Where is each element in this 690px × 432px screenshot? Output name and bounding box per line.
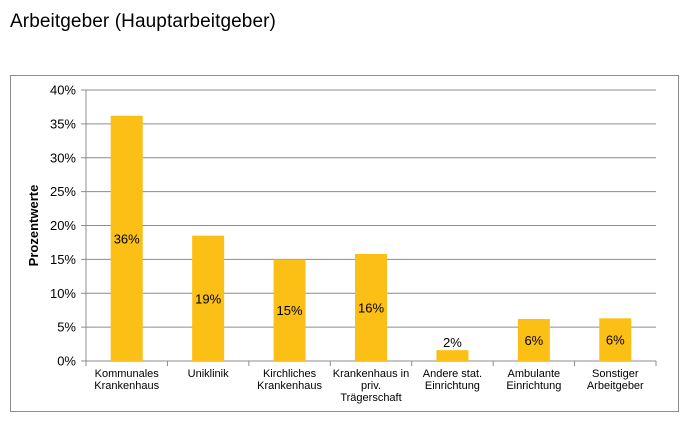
data-label: 6% — [606, 333, 625, 348]
y-tick-label: 25% — [50, 184, 76, 199]
y-tick-label: 0% — [57, 354, 76, 369]
y-tick-label: 5% — [57, 320, 76, 335]
y-axis-label: Prozentwerte — [26, 185, 41, 267]
bar — [355, 253, 387, 361]
y-tick-label: 10% — [50, 286, 76, 301]
x-tick-label: Ambulante Einrichtung — [506, 368, 561, 392]
x-tick-label: Kirchliches Krankenhaus — [257, 368, 322, 392]
bar — [599, 318, 632, 361]
data-label: 2% — [443, 335, 462, 350]
data-label: 16% — [358, 300, 384, 315]
data-label: 36% — [114, 231, 140, 246]
data-label: 19% — [195, 291, 221, 306]
y-tick-label: 35% — [50, 116, 76, 131]
y-tick-label: 40% — [50, 83, 76, 98]
x-tick-label: Krankenhaus in priv. Trägerschaft — [333, 368, 409, 404]
bar — [192, 235, 225, 361]
bar — [273, 259, 306, 361]
chart-frame — [10, 75, 679, 412]
data-label: 15% — [277, 303, 303, 318]
bar — [517, 318, 550, 361]
x-tick-label: Uniklinik — [188, 368, 229, 380]
x-tick-label: Sonstiger Arbeitgeber — [587, 368, 644, 392]
x-tick-label: Kommunales Krankenhaus — [94, 368, 159, 392]
data-label: 6% — [524, 333, 543, 348]
x-tick-label: Andere stat. Einrichtung — [423, 368, 482, 392]
y-tick-label: 30% — [50, 150, 76, 165]
page-title: Arbeitgeber (Hauptarbeitgeber) — [10, 11, 276, 32]
bar — [436, 350, 469, 361]
y-tick-label: 20% — [50, 218, 76, 233]
bar — [110, 115, 143, 362]
y-tick-label: 15% — [50, 252, 76, 267]
